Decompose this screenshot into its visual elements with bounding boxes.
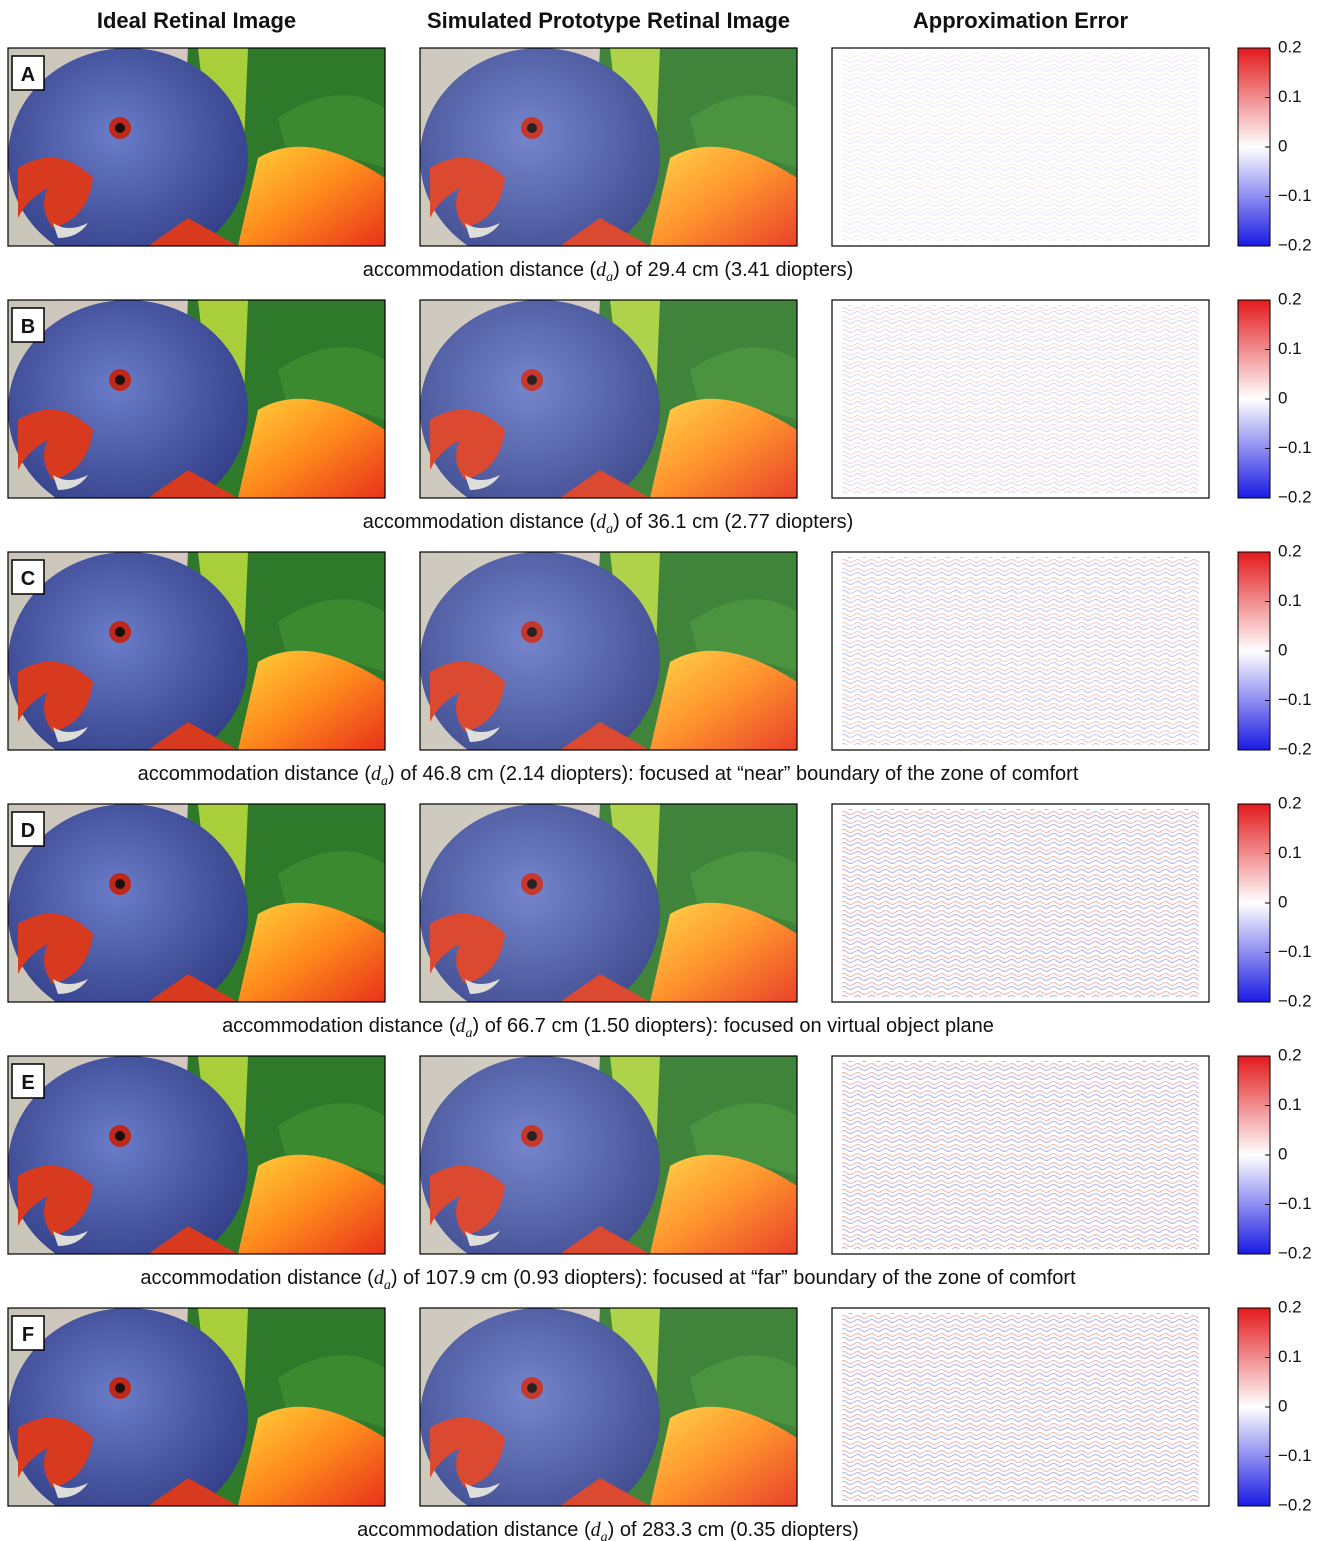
colorbar-tick-label: −0.2 [1278, 1243, 1312, 1262]
row-label: B [21, 316, 35, 338]
error-pattern [842, 809, 1199, 997]
row-label: C [21, 568, 35, 590]
colorbar-tick-label: −0.1 [1278, 690, 1312, 709]
colorbar-tick-label: 0.1 [1278, 87, 1302, 106]
error-pattern [842, 53, 1199, 241]
colorbar-tick-label: −0.1 [1278, 942, 1312, 961]
caption: accommodation distance (da) of 283.3 cm … [357, 1519, 859, 1541]
row: F 0.2 0.1 0 −0.1 −0.2 accommodation distance (… [8, 1297, 1312, 1541]
caption-text: accommodation distance ( [140, 1267, 374, 1289]
colorbar-tick-label: −0.2 [1278, 991, 1312, 1010]
row-label: F [22, 1324, 34, 1346]
simulated-image [420, 804, 797, 1024]
caption-subscript: a [601, 1530, 608, 1541]
ideal-image [8, 552, 385, 772]
colorbar-tick-label: −0.2 [1278, 739, 1312, 758]
figure: Ideal Retinal Image Simulated Prototype R… [0, 0, 1343, 1541]
caption: accommodation distance (da) of 36.1 cm (… [363, 511, 854, 537]
column-header: Approximation Error [913, 8, 1129, 33]
caption-text: ) of 66.7 cm (1.50 diopters): focused on… [473, 1015, 994, 1037]
colorbar-tick-label: 0.1 [1278, 1347, 1302, 1366]
colorbar-tick-label: −0.1 [1278, 438, 1312, 457]
colorbar-tick-label: 0 [1278, 1396, 1287, 1415]
simulated-image [420, 48, 797, 268]
caption-text: accommodation distance ( [138, 763, 372, 785]
caption-text: ) of 29.4 cm (3.41 diopters) [613, 259, 853, 281]
caption-text: ) of 283.3 cm (0.35 diopters) [608, 1519, 859, 1541]
colorbar-tick-label: −0.1 [1278, 1194, 1312, 1213]
ideal-image [8, 1308, 385, 1528]
colorbar-tick-label: 0 [1278, 640, 1287, 659]
colorbar-tick-label: −0.1 [1278, 186, 1312, 205]
error-pattern [842, 1061, 1199, 1249]
row-label: E [21, 1072, 34, 1094]
caption-text: ) of 46.8 cm (2.14 diopters): focused at… [388, 763, 1079, 785]
row: C 0.2 0.1 0 −0.1 −0.2 accommodation distance (… [8, 541, 1312, 789]
simulated-image [420, 552, 797, 772]
simulated-image [420, 300, 797, 520]
error-pattern [842, 557, 1199, 745]
caption: accommodation distance (da) of 46.8 cm (… [138, 763, 1079, 789]
caption: accommodation distance (da) of 66.7 cm (… [222, 1015, 994, 1041]
row-label: A [21, 64, 35, 86]
colorbar-tick-label: 0.2 [1278, 1045, 1302, 1064]
colorbar-tick-label: 0 [1278, 136, 1287, 155]
colorbar-tick-label: 0.2 [1278, 37, 1302, 56]
row: B 0.2 0.1 0 −0.1 −0.2 accommodation distance (… [8, 289, 1312, 537]
colorbar-tick-label: 0.1 [1278, 843, 1302, 862]
caption-text: accommodation distance ( [222, 1015, 456, 1037]
caption-text: ) of 36.1 cm (2.77 diopters) [613, 511, 853, 533]
colorbar-tick-label: 0.2 [1278, 1297, 1302, 1316]
caption-subscript: a [466, 1026, 473, 1041]
row: D 0.2 0.1 0 −0.1 −0.2 accommodation distance (… [8, 793, 1312, 1041]
column-header: Simulated Prototype Retinal Image [427, 8, 790, 33]
caption-text: accommodation distance ( [357, 1519, 591, 1541]
column-header: Ideal Retinal Image [97, 8, 296, 33]
caption-text: ) of 107.9 cm (0.93 diopters): focused a… [391, 1267, 1076, 1289]
colorbar-tick-label: 0.2 [1278, 289, 1302, 308]
caption: accommodation distance (da) of 29.4 cm (… [363, 259, 854, 285]
caption-subscript: a [606, 522, 613, 537]
colorbar-tick-label: 0.1 [1278, 591, 1302, 610]
row: A 0.2 0.1 0 −0.1 −0.2 accommodation distance (… [8, 37, 1312, 285]
caption-text: accommodation distance ( [363, 259, 597, 281]
caption-subscript: a [606, 270, 613, 285]
colorbar-tick-label: 0.1 [1278, 339, 1302, 358]
row-label: D [21, 820, 35, 842]
colorbar-tick-label: −0.2 [1278, 1495, 1312, 1514]
colorbar-tick-label: −0.2 [1278, 487, 1312, 506]
caption-subscript: a [381, 774, 388, 789]
colorbar-tick-label: −0.1 [1278, 1446, 1312, 1465]
row: E 0.2 0.1 0 −0.1 −0.2 accommodation distance (… [8, 1045, 1312, 1293]
colorbar-tick-label: 0.2 [1278, 793, 1302, 812]
error-pattern [842, 305, 1199, 493]
ideal-image [8, 300, 385, 520]
caption-subscript: a [384, 1278, 391, 1293]
colorbar-tick-label: 0.2 [1278, 541, 1302, 560]
caption-text: accommodation distance ( [363, 511, 597, 533]
colorbar-tick-label: 0 [1278, 892, 1287, 911]
ideal-image [8, 804, 385, 1024]
colorbar-tick-label: −0.2 [1278, 235, 1312, 254]
ideal-image [8, 48, 385, 268]
simulated-image [420, 1056, 797, 1276]
caption: accommodation distance (da) of 107.9 cm … [140, 1267, 1076, 1293]
colorbar-tick-label: 0.1 [1278, 1095, 1302, 1114]
colorbar-tick-label: 0 [1278, 1144, 1287, 1163]
ideal-image [8, 1056, 385, 1276]
colorbar-tick-label: 0 [1278, 388, 1287, 407]
error-pattern [842, 1313, 1199, 1501]
simulated-image [420, 1308, 797, 1528]
